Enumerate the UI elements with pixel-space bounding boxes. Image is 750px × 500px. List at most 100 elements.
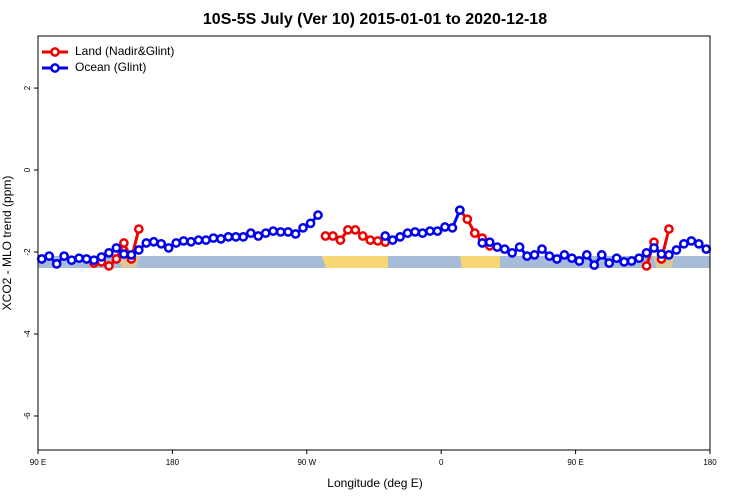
data-point (455, 205, 465, 216)
data-point (51, 259, 62, 269)
data-point (492, 242, 503, 252)
data-point (186, 236, 196, 247)
data-point (119, 249, 129, 259)
data-point (365, 235, 376, 245)
data-point (626, 256, 637, 266)
x-tick-label: 90 W (297, 458, 316, 467)
data-point (119, 238, 129, 248)
y-axis-label: XCO2 - MLO trend (ppm) (0, 176, 14, 311)
data-point (641, 261, 652, 271)
data-point (133, 245, 144, 255)
data-point (245, 228, 256, 239)
data-point (656, 249, 667, 259)
data-point (664, 250, 674, 260)
data-point (596, 250, 607, 260)
data-point (701, 244, 712, 254)
y-tick-label: -6 (23, 412, 32, 420)
data-point (544, 251, 555, 261)
x-tick-label: 0 (439, 458, 444, 467)
data-point (529, 250, 540, 260)
data-point (81, 254, 92, 264)
data-point (104, 261, 114, 271)
data-point (469, 228, 480, 239)
data-point (328, 231, 338, 241)
x-tick-label: 180 (166, 458, 180, 467)
x-tick-label: 180 (703, 458, 717, 467)
data-point (514, 242, 525, 252)
data-point (634, 253, 644, 264)
data-point (537, 244, 547, 254)
data-point (290, 229, 301, 239)
legend-label: Ocean (Glint) (75, 60, 146, 74)
data-point (260, 228, 271, 239)
data-point (74, 253, 84, 264)
data-point (686, 236, 697, 246)
data-point (298, 222, 308, 233)
legend-label: Land (Nadir&Glint) (75, 44, 174, 58)
data-point (156, 238, 167, 249)
data-point (275, 227, 286, 237)
data-point (96, 252, 107, 262)
data-point (253, 231, 264, 241)
data-point (552, 254, 562, 264)
data-point (641, 247, 652, 258)
data-point (238, 232, 249, 242)
data-point (44, 251, 55, 261)
data-point (447, 222, 458, 233)
data-point (59, 251, 69, 261)
data-point (649, 243, 659, 253)
data-point (305, 218, 316, 229)
data-point (313, 210, 323, 220)
y-tick-label: 0 (23, 167, 32, 172)
x-axis-label: Longitude (deg E) (327, 476, 422, 490)
legend-marker (50, 47, 60, 57)
data-point (581, 250, 592, 260)
data-point (507, 247, 517, 258)
data-point (283, 227, 293, 237)
data-point (611, 253, 622, 264)
data-point (522, 251, 532, 261)
data-point (126, 250, 137, 260)
x-tick-label: 90 E (567, 458, 583, 467)
data-point (679, 238, 689, 249)
chart-title: 10S-5S July (Ver 10) 2015-01-01 to 2020-… (203, 11, 547, 28)
legend-marker (50, 63, 60, 73)
data-point (163, 243, 174, 253)
marks (36, 205, 712, 271)
data-point (477, 238, 488, 248)
data-point (193, 235, 204, 245)
data-point (171, 238, 181, 248)
data-point (417, 228, 428, 239)
y-tick-label: -2 (23, 248, 32, 256)
data-point (111, 243, 122, 253)
data-point (604, 258, 615, 268)
data-point (462, 214, 473, 225)
data-point (343, 225, 353, 235)
data-point (231, 232, 241, 242)
data-point (268, 226, 279, 236)
y-tick-label: 2 (23, 85, 32, 90)
data-point (335, 235, 346, 245)
data-point (574, 256, 585, 266)
data-point (36, 254, 47, 264)
data-point (66, 255, 77, 266)
data-point (664, 224, 674, 234)
data-point (425, 226, 435, 236)
data-point (619, 257, 629, 267)
data-point (104, 247, 114, 258)
land-band (322, 256, 388, 268)
data-point (178, 236, 189, 246)
data-point (320, 231, 331, 241)
data-point (141, 238, 152, 248)
data-point (567, 253, 577, 264)
data-point (111, 254, 122, 264)
data-point (559, 250, 570, 260)
data-point (216, 234, 226, 244)
data-point (499, 244, 510, 254)
data-point (484, 237, 495, 248)
data-point (133, 224, 144, 234)
data-point (372, 236, 383, 246)
data-point (89, 255, 99, 266)
data-point (432, 226, 443, 236)
